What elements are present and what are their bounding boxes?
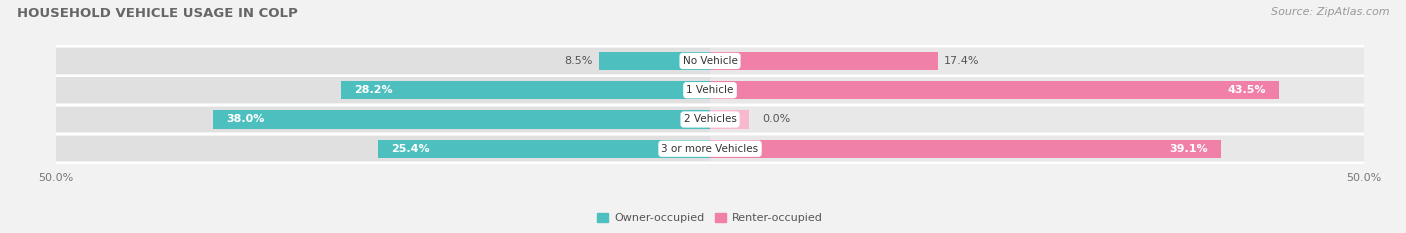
Bar — [710, 52, 938, 70]
Text: Source: ZipAtlas.com: Source: ZipAtlas.com — [1271, 7, 1389, 17]
Bar — [710, 136, 1364, 161]
Bar — [710, 78, 1364, 103]
Text: 25.4%: 25.4% — [391, 144, 430, 154]
Bar — [710, 140, 1222, 158]
Bar — [56, 48, 710, 74]
Bar — [710, 107, 1364, 132]
Legend: Owner-occupied, Renter-occupied: Owner-occupied, Renter-occupied — [593, 208, 827, 228]
Bar — [56, 107, 710, 132]
Text: 8.5%: 8.5% — [564, 56, 592, 66]
Bar — [378, 140, 710, 158]
Bar — [214, 110, 710, 129]
Bar — [710, 110, 749, 129]
Text: 43.5%: 43.5% — [1227, 85, 1265, 95]
Bar — [710, 81, 1279, 99]
Bar — [599, 52, 710, 70]
Text: 0.0%: 0.0% — [762, 114, 790, 124]
Bar — [56, 78, 710, 103]
Text: 2 Vehicles: 2 Vehicles — [683, 114, 737, 124]
Text: No Vehicle: No Vehicle — [682, 56, 738, 66]
Bar — [710, 48, 1364, 74]
Bar — [56, 136, 710, 161]
Text: 17.4%: 17.4% — [943, 56, 980, 66]
Text: 3 or more Vehicles: 3 or more Vehicles — [661, 144, 759, 154]
Bar — [342, 81, 710, 99]
Text: 38.0%: 38.0% — [226, 114, 264, 124]
Text: 1 Vehicle: 1 Vehicle — [686, 85, 734, 95]
Text: 39.1%: 39.1% — [1170, 144, 1208, 154]
Text: 28.2%: 28.2% — [354, 85, 394, 95]
Text: HOUSEHOLD VEHICLE USAGE IN COLP: HOUSEHOLD VEHICLE USAGE IN COLP — [17, 7, 298, 20]
